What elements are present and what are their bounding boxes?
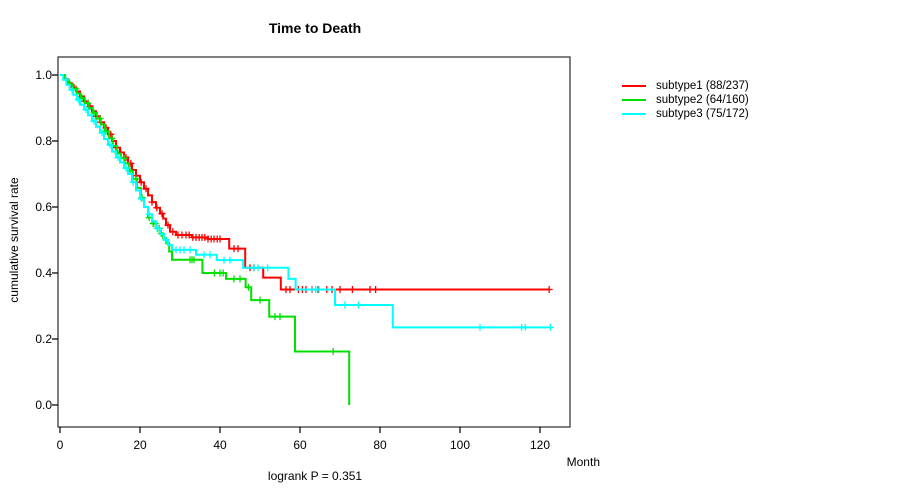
- x-tick-label: 0: [56, 438, 64, 452]
- y-tick-label: 0.6: [35, 200, 52, 214]
- x-axis-unit-label: Month: [566, 455, 600, 469]
- legend-label: subtype2 (64/160): [656, 94, 749, 106]
- legend-label: subtype3 (75/172): [656, 108, 749, 120]
- legend-line-swatch: [622, 113, 646, 115]
- legend: subtype1 (88/237) subtype2 (64/160) subtyp…: [622, 79, 749, 121]
- x-tick-label: 40: [213, 438, 227, 452]
- y-tick-label: 0.0: [35, 398, 52, 412]
- x-tick-label: 80: [373, 438, 387, 452]
- axis-tick-marks: [52, 74, 541, 433]
- logrank-annotation: logrank P = 0.351: [267, 469, 363, 483]
- censor-marks-subtype1: [65, 79, 553, 293]
- legend-item-subtype2: subtype2 (64/160): [622, 93, 749, 107]
- y-tick-label: 1.0: [35, 68, 52, 82]
- censor-marks-subtype2: [66, 80, 337, 355]
- x-tick-label: 120: [529, 438, 551, 452]
- legend-line-swatch: [622, 85, 646, 87]
- censor-marks-subtype3: [62, 76, 554, 331]
- legend-label: subtype1 (88/237): [656, 80, 749, 92]
- y-tick-label: 0.2: [35, 332, 52, 346]
- x-tick-label: 20: [133, 438, 147, 452]
- legend-line-swatch: [622, 99, 646, 101]
- y-tick-label: 0.8: [35, 134, 52, 148]
- legend-item-subtype3: subtype3 (75/172): [622, 107, 749, 121]
- plot-title: Time to Death: [268, 20, 362, 36]
- plot-box: [57, 56, 571, 428]
- legend-item-subtype1: subtype1 (88/237): [622, 79, 749, 93]
- y-tick-label: 0.4: [35, 266, 52, 280]
- x-tick-label: 60: [293, 438, 307, 452]
- x-tick-label: 100: [449, 438, 471, 452]
